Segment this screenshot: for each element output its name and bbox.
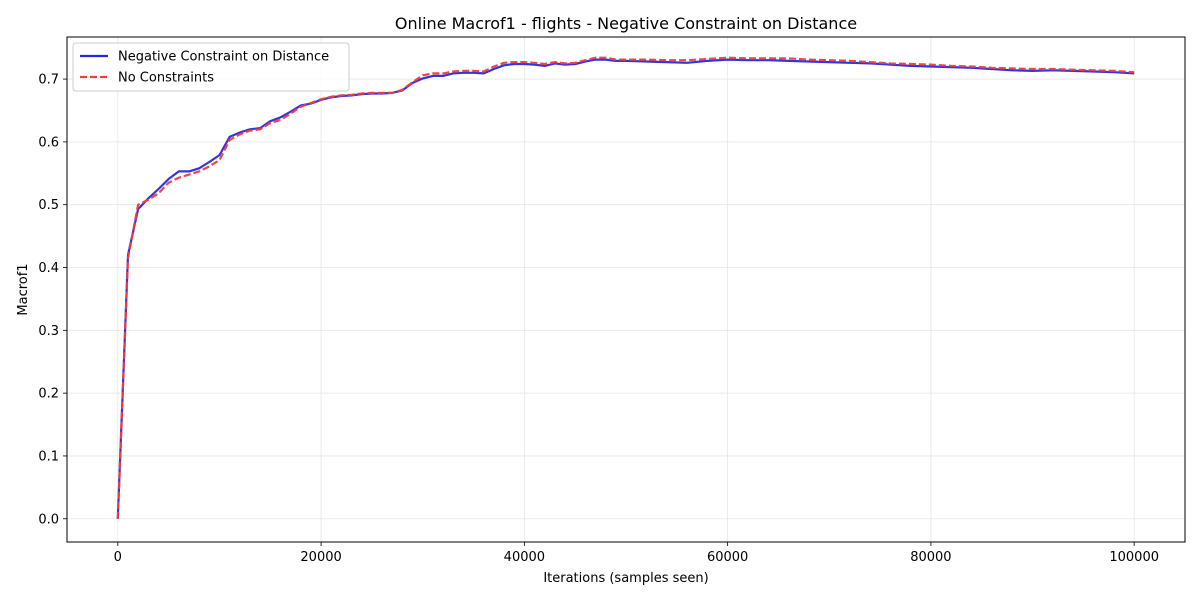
y-tick-label: 0.0 [38, 512, 59, 527]
grid-lines [67, 37, 1185, 542]
legend-entry-label: Negative Constraint on Distance [118, 50, 329, 65]
x-axis-label: Iterations (samples seen) [543, 571, 708, 586]
legend-entry-label: No Constraints [118, 71, 214, 86]
x-axis-ticks: 0 20000 40000 60000 80000 100000 [114, 542, 1159, 565]
series-line-1 [116, 58, 1135, 519]
legend: Negative Constraint on Distance No Constr… [72, 42, 350, 92]
y-tick-label: 0.3 [38, 324, 59, 339]
y-tick-label: 0.6 [38, 135, 59, 150]
chart-title: Online Macrof1 - flights - Negative Cons… [395, 14, 857, 33]
y-axis-ticks: 0.0 0.1 0.2 0.3 0.4 0.5 0.6 0.7 [38, 73, 67, 527]
y-tick-label: 0.1 [38, 449, 59, 464]
y-tick-label: 0.4 [38, 261, 59, 276]
y-tick-label: 0.5 [38, 198, 59, 213]
plot-frame [66, 36, 1186, 543]
x-tick-label: 100000 [1109, 550, 1159, 565]
x-tick-label: 60000 [707, 550, 748, 565]
legend-box [72, 42, 350, 92]
x-tick-label: 40000 [504, 550, 545, 565]
series-line-2 [116, 56, 1135, 519]
y-tick-label: 0.2 [38, 387, 59, 402]
series-lines [116, 56, 1135, 519]
x-tick-label: 20000 [300, 550, 341, 565]
y-axis-label: Macrof1 [16, 263, 31, 315]
x-tick-label: 80000 [910, 550, 951, 565]
y-tick-label: 0.7 [38, 73, 59, 88]
x-tick-label: 0 [114, 550, 122, 565]
